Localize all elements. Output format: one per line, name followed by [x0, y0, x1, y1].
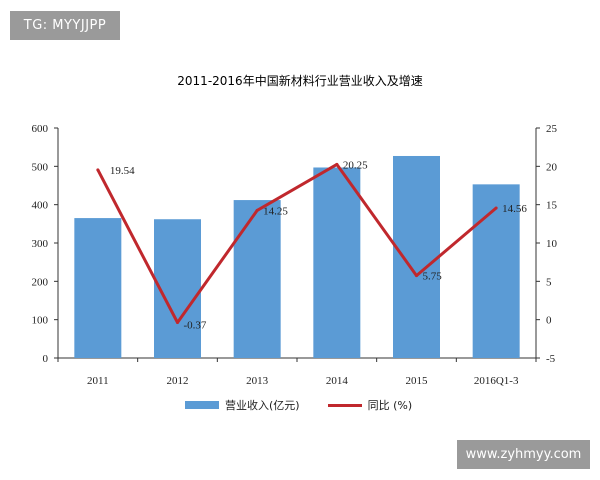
bar	[74, 218, 122, 358]
y-left-tick-label: 300	[32, 238, 49, 250]
line-data-label: 14.25	[263, 205, 288, 217]
y-right-tick-label: 15	[546, 200, 558, 212]
line-data-label: 5.75	[423, 271, 443, 283]
bar	[154, 219, 201, 358]
x-tick-label: 2014	[326, 375, 349, 387]
y-right-tick-label: 0	[546, 315, 552, 327]
bar	[393, 155, 440, 358]
chart-legend: 营业收入(亿元) 同比 (%)	[185, 395, 412, 415]
x-tick-label: 2011	[87, 375, 109, 387]
line-point	[335, 162, 339, 166]
line-point	[494, 206, 498, 210]
legend-bar-swatch	[185, 401, 219, 409]
y-right-tick-label: 20	[546, 161, 558, 173]
legend-line-label: 同比 (%)	[367, 399, 413, 412]
chart-title: 2011-2016年中国新材料行业营业收入及增速	[177, 74, 423, 88]
y-right-tick-label: 25	[546, 123, 558, 135]
legend-bar-label: 营业收入(亿元)	[225, 399, 300, 412]
line-data-label: 19.54	[110, 165, 135, 177]
line-data-label: 14.56	[502, 203, 527, 215]
y-left-tick-label: 100	[32, 315, 49, 327]
x-tick-label: 2016Q1-3	[474, 375, 519, 387]
legend-line-swatch	[327, 403, 362, 407]
bar	[313, 167, 361, 358]
line-point	[176, 321, 179, 325]
x-tick-label: 2012	[167, 375, 189, 387]
y-right-tick-label: -5	[546, 353, 556, 365]
line-point	[415, 274, 418, 278]
y-left-tick-label: 500	[32, 161, 49, 173]
line-series	[96, 162, 498, 325]
line-point	[96, 168, 100, 172]
y-left-tick-label: 600	[32, 123, 49, 135]
x-tick-label: 2015	[406, 375, 429, 387]
y-left-tick-label: 400	[32, 200, 49, 212]
line-data-label: -0.37	[184, 320, 207, 332]
y-right-tick-label: 5	[546, 276, 552, 288]
y-left-tick-label: 0	[43, 353, 49, 365]
x-tick-label: 2013	[246, 375, 269, 387]
watermark-bottom-right: www.zyhmyy.com	[457, 440, 590, 469]
line-data-label: 20.25	[343, 159, 368, 171]
watermark-top-left: TG: MYYJJPP	[10, 11, 120, 40]
line-point	[255, 208, 259, 212]
y-left-tick-label: 200	[32, 276, 49, 288]
y-right-tick-label: 10	[546, 238, 558, 250]
bar	[472, 184, 520, 358]
bar	[233, 200, 281, 358]
